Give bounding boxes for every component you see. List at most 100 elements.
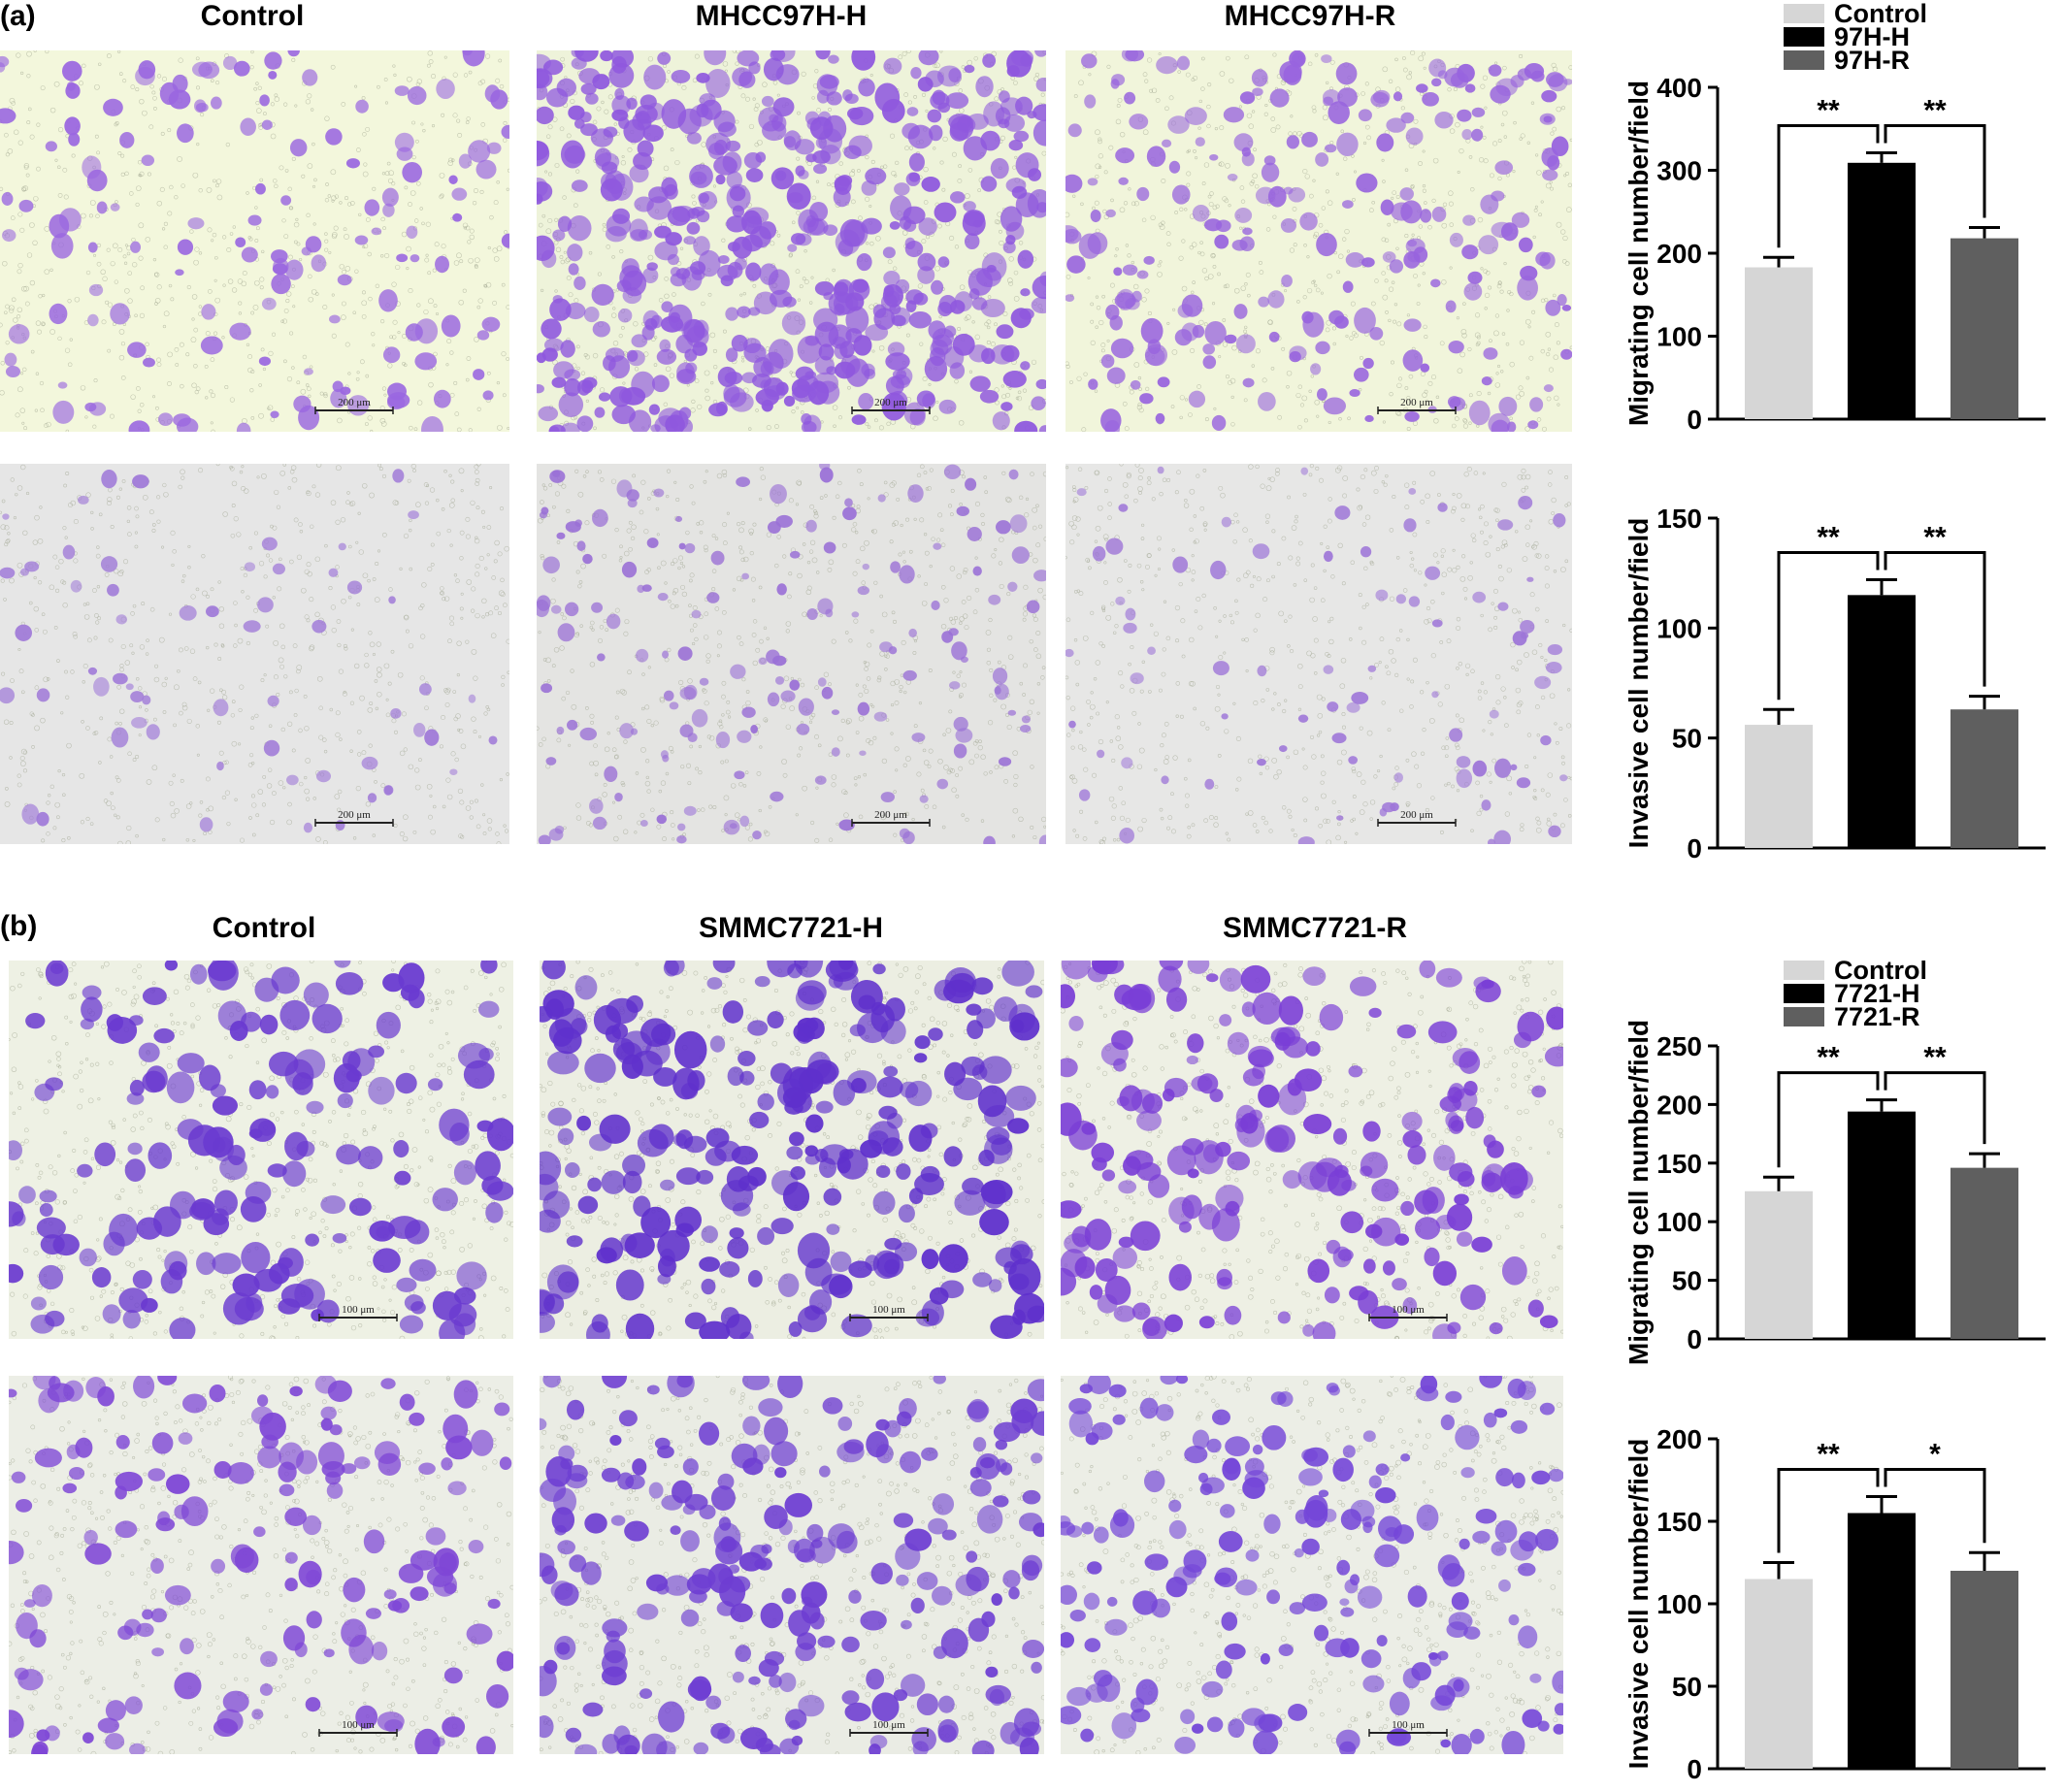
y-tick-label: 200 (1656, 1424, 1702, 1454)
y-axis-label: Migrating cell number/field (1623, 1020, 1654, 1365)
bar-2 (1950, 238, 2018, 419)
bar-1 (1848, 1513, 1916, 1769)
micrograph-a-invasion-high: 200 μm (537, 464, 1046, 844)
significance-bracket-1 (1884, 550, 1986, 687)
legend-label-2: 7721-R (1834, 1002, 1920, 1031)
legend-swatch-1 (1784, 27, 1824, 47)
scale-bar-label: 100 μm (342, 1719, 375, 1731)
micrograph-b-migration-high: 100 μm (540, 961, 1044, 1339)
significance-bracket-1 (1884, 1071, 1986, 1145)
bar-2 (1950, 1167, 2018, 1339)
bar-2 (1950, 1571, 2018, 1769)
significance-bracket-0 (1777, 550, 1880, 701)
y-tick-label: 300 (1656, 156, 1702, 186)
col-title-b-high: SMMC7721-H (698, 912, 884, 944)
significance-mark-1: ** (1923, 1042, 1947, 1074)
scale-bar-label: 200 μm (1400, 397, 1433, 408)
scale-bar-label: 100 μm (1392, 1304, 1425, 1316)
chart-a-invasion: 0 50 100 150 Invasive cell number/field ** ** (1611, 485, 2057, 883)
legend-label-0: Control (1834, 0, 1927, 28)
y-tick-label: 250 (1656, 1031, 1702, 1061)
legend-swatch-2 (1784, 50, 1824, 70)
y-tick-label: 100 (1656, 322, 1702, 352)
micrograph-a-migration-control: 200 μm (0, 50, 509, 432)
y-tick-label: 50 (1672, 1266, 1702, 1296)
y-tick-label: 150 (1656, 1507, 1702, 1537)
scale-bar-label: 200 μm (874, 809, 907, 821)
legend-swatch-2 (1784, 1007, 1824, 1026)
scale-bar-label: 200 μm (338, 809, 371, 821)
legend-swatch-0 (1784, 4, 1824, 23)
bar-1 (1848, 162, 1916, 419)
significance-bracket-1 (1884, 124, 1986, 218)
legend-label-1: 7721-H (1834, 979, 1920, 1008)
scale-bar-label: 200 μm (338, 397, 371, 408)
scale-bar-label: 200 μm (1400, 809, 1433, 821)
y-tick-label: 0 (1687, 1754, 1702, 1784)
significance-bracket-0 (1777, 124, 1880, 248)
panel-b-label: (b) (0, 910, 38, 942)
scale-bar-label: 100 μm (1392, 1719, 1425, 1731)
col-title-b-control: Control (212, 912, 316, 944)
chart-a-migration: 0 100 200 300 400 Migrating cell number/field… (1611, 0, 2057, 461)
y-tick-label: 150 (1656, 504, 1702, 534)
legend-swatch-1 (1784, 984, 1824, 1003)
significance-bracket-0 (1777, 1468, 1880, 1553)
y-tick-label: 0 (1687, 1324, 1702, 1354)
y-tick-label: 200 (1656, 1090, 1702, 1120)
significance-mark-0: ** (1817, 1439, 1840, 1471)
legend-swatch-0 (1784, 961, 1824, 980)
y-tick-label: 100 (1656, 613, 1702, 643)
y-tick-label: 50 (1672, 1672, 1702, 1702)
significance-mark-0: ** (1817, 1042, 1840, 1074)
chart-b-migration: 0 50 100 150 200 250 Migrating cell number/fie… (1611, 961, 2057, 1378)
legend-label-1: 97H-H (1834, 22, 1910, 51)
bar-0 (1745, 1579, 1813, 1769)
y-axis-label: Invasive cell number/field (1623, 1439, 1654, 1770)
significance-bracket-1 (1884, 1468, 1986, 1544)
bar-1 (1848, 1111, 1916, 1339)
bar-2 (1950, 709, 2018, 848)
micrograph-b-invasion-control: 100 μm (9, 1376, 513, 1754)
micrograph-b-migration-reverse: 100 μm (1061, 961, 1563, 1339)
y-axis-label: Migrating cell number/field (1623, 81, 1654, 426)
scale-bar-label: 100 μm (872, 1304, 905, 1316)
micrograph-b-migration-control: 100 μm (9, 961, 513, 1339)
col-title-a-reverse: MHCC97H-R (1224, 0, 1396, 32)
y-axis-label: Invasive cell number/field (1623, 518, 1654, 849)
significance-bracket-0 (1777, 1071, 1880, 1168)
col-title-b-reverse: SMMC7721-R (1222, 912, 1408, 944)
col-title-a-control: Control (200, 0, 305, 32)
y-tick-label: 150 (1656, 1149, 1702, 1179)
scale-bar-label: 100 μm (872, 1719, 905, 1731)
micrograph-a-invasion-reverse: 200 μm (1065, 464, 1572, 844)
micrograph-b-invasion-high: 100 μm (540, 1376, 1044, 1754)
col-title-a-high: MHCC97H-H (695, 0, 868, 32)
significance-mark-0: ** (1817, 95, 1840, 127)
y-tick-label: 100 (1656, 1589, 1702, 1619)
significance-mark-1: ** (1923, 95, 1947, 127)
micrograph-a-invasion-control: 200 μm (0, 464, 509, 844)
scale-bar-label: 200 μm (874, 397, 907, 408)
micrograph-b-invasion-reverse: 100 μm (1061, 1376, 1563, 1754)
legend-label-0: Control (1834, 961, 1927, 985)
y-tick-label: 100 (1656, 1207, 1702, 1237)
y-tick-label: 0 (1687, 833, 1702, 863)
significance-mark-1: ** (1923, 521, 1947, 553)
scale-bar-label: 100 μm (342, 1304, 375, 1316)
y-tick-label: 50 (1672, 724, 1702, 754)
bar-0 (1745, 725, 1813, 848)
panel-a-label: (a) (0, 0, 36, 32)
bar-0 (1745, 1190, 1813, 1339)
y-tick-label: 0 (1687, 405, 1702, 435)
legend-label-2: 97H-R (1834, 46, 1910, 75)
y-tick-label: 200 (1656, 239, 1702, 269)
bar-1 (1848, 595, 1916, 848)
significance-mark-0: ** (1817, 521, 1840, 553)
significance-mark-1: * (1929, 1439, 1941, 1471)
bar-0 (1745, 267, 1813, 419)
micrograph-a-migration-reverse: 200 μm (1065, 50, 1572, 432)
micrograph-a-migration-high: 200 μm (537, 50, 1046, 432)
y-tick-label: 400 (1656, 73, 1702, 103)
chart-b-invasion: 0 50 100 150 200 Invasive cell number/field **… (1611, 1397, 2057, 1792)
